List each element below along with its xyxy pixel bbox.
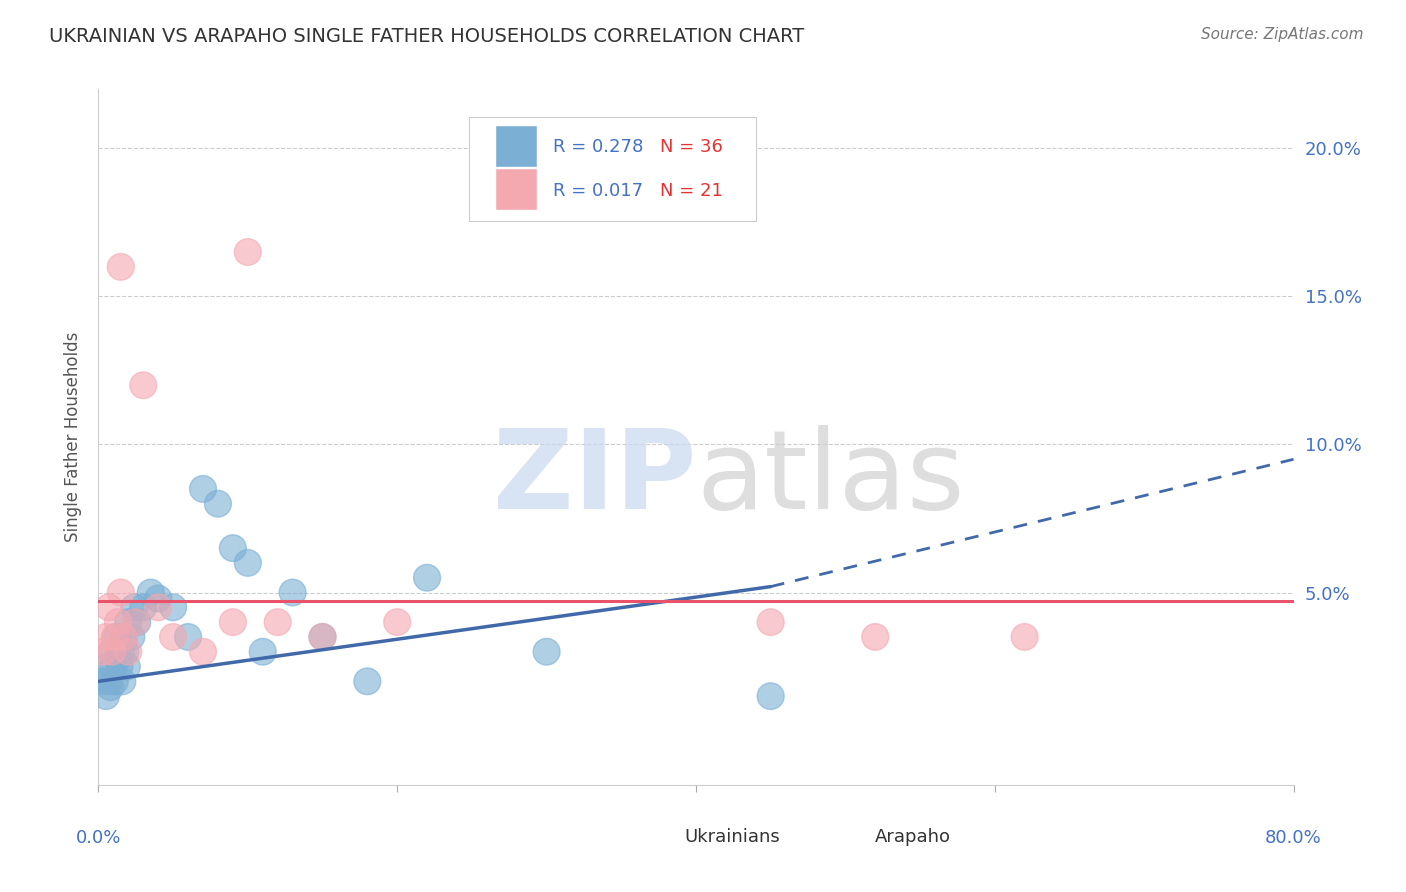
FancyBboxPatch shape [470, 117, 756, 221]
Ellipse shape [104, 644, 131, 671]
Ellipse shape [103, 624, 129, 650]
Ellipse shape [190, 475, 217, 502]
Ellipse shape [111, 624, 138, 650]
Ellipse shape [384, 609, 411, 635]
Ellipse shape [309, 624, 336, 650]
Text: R = 0.278: R = 0.278 [553, 138, 643, 156]
Ellipse shape [90, 668, 117, 695]
Ellipse shape [129, 372, 156, 399]
Ellipse shape [122, 609, 149, 635]
Ellipse shape [98, 639, 125, 665]
Ellipse shape [107, 579, 135, 606]
Ellipse shape [96, 594, 122, 621]
Ellipse shape [1011, 624, 1038, 650]
Ellipse shape [111, 624, 138, 650]
Ellipse shape [115, 609, 142, 635]
Ellipse shape [280, 579, 307, 606]
Ellipse shape [249, 639, 276, 665]
Ellipse shape [108, 668, 136, 695]
Text: N = 21: N = 21 [661, 182, 723, 200]
Ellipse shape [115, 639, 142, 665]
Text: R = 0.017: R = 0.017 [553, 182, 643, 200]
Ellipse shape [96, 668, 122, 695]
Ellipse shape [93, 624, 120, 650]
Ellipse shape [190, 639, 217, 665]
Ellipse shape [145, 585, 172, 612]
Text: Ukrainians: Ukrainians [685, 828, 780, 847]
FancyBboxPatch shape [496, 126, 537, 167]
Text: UKRAINIAN VS ARAPAHO SINGLE FATHER HOUSEHOLDS CORRELATION CHART: UKRAINIAN VS ARAPAHO SINGLE FATHER HOUSE… [49, 27, 804, 45]
Ellipse shape [100, 653, 127, 680]
Ellipse shape [533, 639, 560, 665]
Ellipse shape [101, 624, 128, 650]
Text: 80.0%: 80.0% [1265, 830, 1322, 847]
Ellipse shape [174, 624, 201, 650]
Ellipse shape [90, 639, 117, 665]
FancyBboxPatch shape [831, 822, 869, 854]
Ellipse shape [101, 668, 128, 695]
Ellipse shape [138, 579, 165, 606]
Ellipse shape [118, 624, 145, 650]
Ellipse shape [758, 682, 785, 709]
Text: Source: ZipAtlas.com: Source: ZipAtlas.com [1201, 27, 1364, 42]
Ellipse shape [121, 594, 148, 621]
Ellipse shape [93, 682, 120, 709]
Ellipse shape [124, 609, 150, 635]
Ellipse shape [413, 565, 440, 591]
Text: 0.0%: 0.0% [76, 830, 121, 847]
FancyBboxPatch shape [496, 169, 537, 211]
Ellipse shape [129, 594, 156, 621]
Text: N = 36: N = 36 [661, 138, 723, 156]
Ellipse shape [104, 609, 131, 635]
Ellipse shape [107, 253, 135, 280]
Ellipse shape [98, 639, 125, 665]
Ellipse shape [758, 609, 785, 635]
Text: ZIP: ZIP [492, 425, 696, 533]
Ellipse shape [204, 491, 232, 517]
Ellipse shape [112, 639, 139, 665]
Ellipse shape [94, 653, 121, 680]
Ellipse shape [264, 609, 291, 635]
Text: atlas: atlas [696, 425, 965, 533]
Ellipse shape [235, 549, 262, 576]
Ellipse shape [219, 609, 246, 635]
Ellipse shape [219, 535, 246, 561]
Ellipse shape [114, 653, 141, 680]
Text: Arapaho: Arapaho [876, 828, 952, 847]
Ellipse shape [160, 594, 187, 621]
Ellipse shape [145, 594, 172, 621]
Ellipse shape [105, 653, 132, 680]
Ellipse shape [107, 639, 135, 665]
FancyBboxPatch shape [640, 822, 678, 854]
Ellipse shape [97, 674, 124, 700]
Ellipse shape [862, 624, 889, 650]
Ellipse shape [309, 624, 336, 650]
Ellipse shape [235, 239, 262, 265]
Y-axis label: Single Father Households: Single Father Households [65, 332, 83, 542]
Ellipse shape [354, 668, 381, 695]
Ellipse shape [160, 624, 187, 650]
